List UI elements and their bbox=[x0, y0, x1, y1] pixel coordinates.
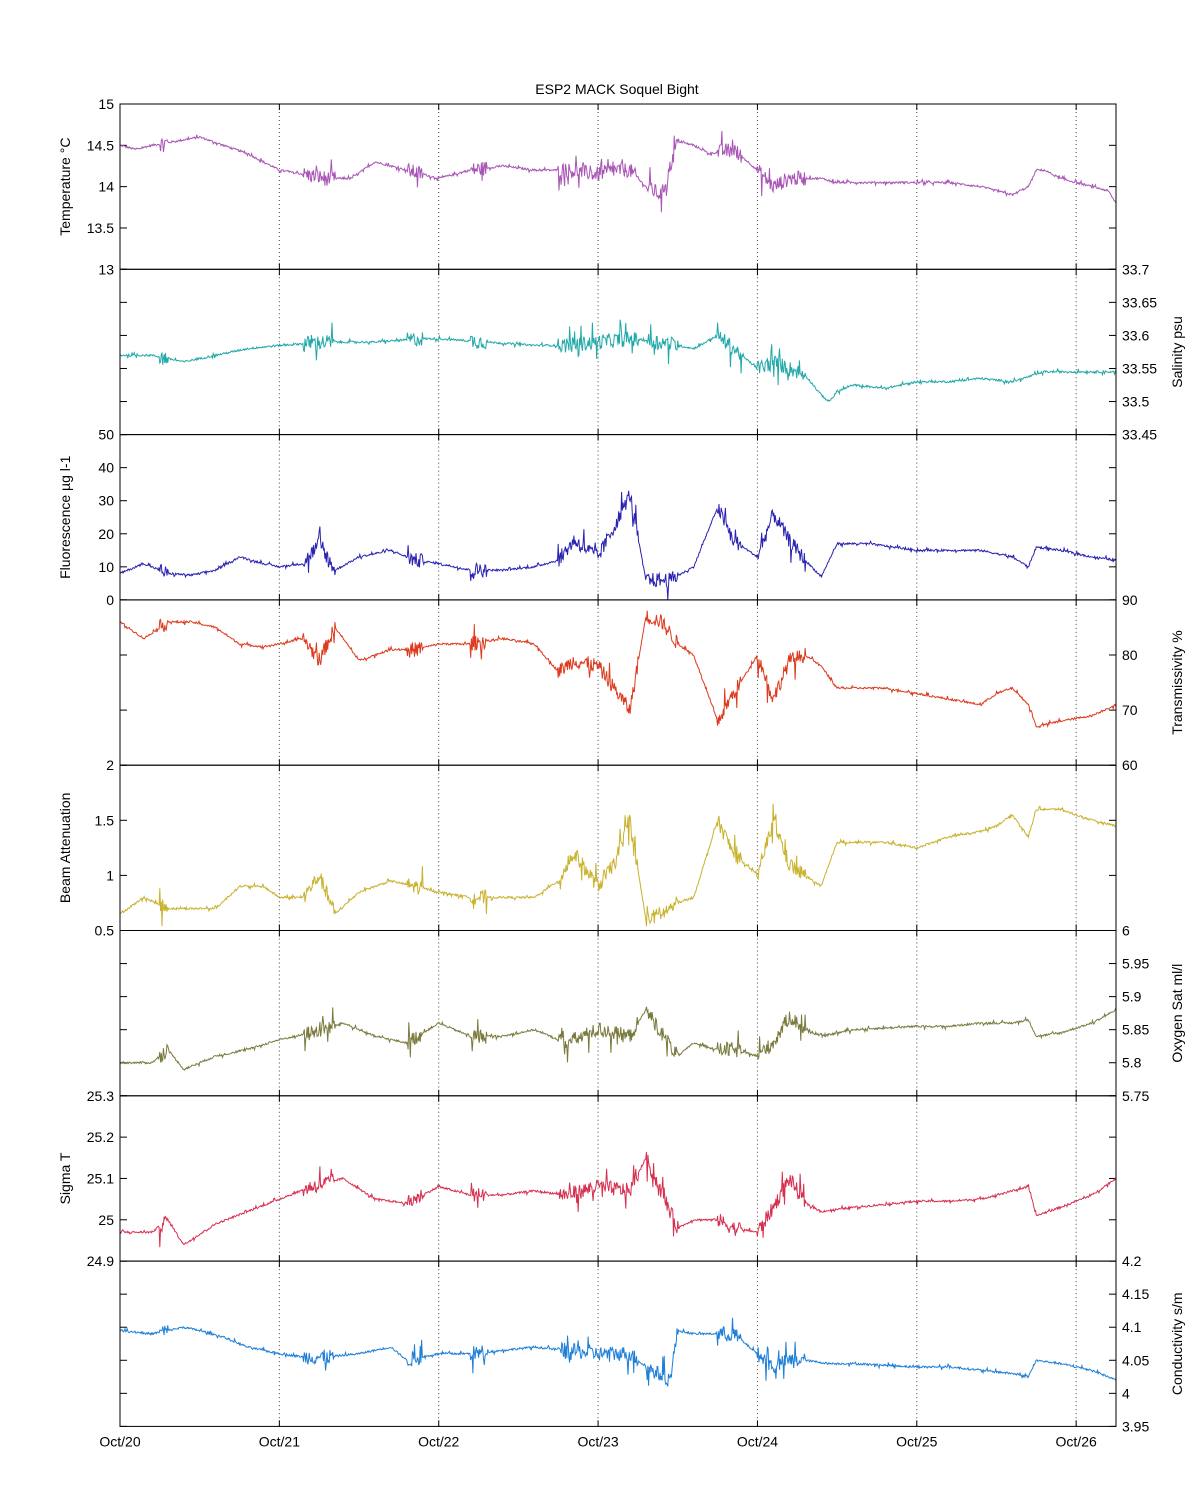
data-series-line bbox=[119, 319, 1117, 403]
x-tick-label: Oct/26 bbox=[1056, 1433, 1097, 1449]
y-tick-label: 33.7 bbox=[1122, 261, 1149, 277]
panel-2: 33.7 33.65 33.6 33.55 33.5 33.45 Salinity psu bbox=[119, 261, 1185, 443]
panel-frame bbox=[119, 599, 1117, 766]
data-series-line bbox=[119, 490, 1117, 600]
y-tick-label: 25 bbox=[98, 1212, 114, 1228]
data-series-line bbox=[119, 610, 1117, 729]
panel-4: 90 80 70 60 Transmissivity % bbox=[119, 592, 1185, 773]
y-tick-label: 6 bbox=[1122, 923, 1130, 939]
y-tick-label: 30 bbox=[98, 493, 114, 509]
y-tick-label: 5.75 bbox=[1122, 1088, 1149, 1104]
y-tick-label: 13.5 bbox=[87, 220, 114, 236]
panel-7: 25.3 25.2 25.1 25 24.9 Sigma T bbox=[57, 1088, 1117, 1269]
y-axis-label: Oxygen Sat ml/l bbox=[1169, 964, 1185, 1063]
y-tick-label: 33.5 bbox=[1122, 394, 1149, 410]
x-tick-label: Oct/25 bbox=[896, 1433, 937, 1449]
x-tick-label: Oct/23 bbox=[577, 1433, 618, 1449]
x-tick-label: Oct/24 bbox=[737, 1433, 778, 1449]
panel-3: 50 40 30 20 10 0 Fluorescence µg l-1 bbox=[57, 427, 1117, 608]
y-tick-label: 4.2 bbox=[1122, 1253, 1142, 1269]
data-series-line bbox=[119, 1317, 1117, 1387]
y-tick-label: 0 bbox=[106, 592, 114, 608]
y-tick-label: 2 bbox=[106, 757, 114, 773]
y-tick-label: 5.95 bbox=[1122, 956, 1149, 972]
x-tick-label: Oct/20 bbox=[99, 1433, 140, 1449]
x-tick-label: Oct/22 bbox=[418, 1433, 459, 1449]
panel-1: 15 14.5 14 13.5 13 Temperature °C bbox=[57, 96, 1117, 277]
y-tick-label: 10 bbox=[98, 559, 114, 575]
data-series-line bbox=[119, 1151, 1117, 1248]
y-tick-label: 40 bbox=[98, 460, 114, 476]
y-tick-label: 60 bbox=[1122, 757, 1138, 773]
panel-frame bbox=[119, 103, 1117, 270]
y-tick-label: 1 bbox=[106, 867, 114, 883]
panel-frame bbox=[119, 930, 1117, 1097]
y-tick-label: 80 bbox=[1122, 647, 1138, 663]
y-tick-label: 14.5 bbox=[87, 137, 114, 153]
y-tick-label: 4.05 bbox=[1122, 1352, 1149, 1368]
data-series-line bbox=[119, 130, 1117, 213]
panel-8: 4.2 4.15 4.1 4.05 4 3.95 Conductivity s/m bbox=[119, 1253, 1185, 1434]
y-tick-label: 25.1 bbox=[87, 1170, 114, 1186]
y-tick-label: 25.2 bbox=[87, 1129, 114, 1145]
y-tick-label: 5.9 bbox=[1122, 989, 1142, 1005]
y-tick-label: 33.6 bbox=[1122, 327, 1149, 343]
y-tick-label: 5.8 bbox=[1122, 1055, 1142, 1071]
panel-frame bbox=[119, 1260, 1117, 1427]
y-axis-label: Transmissivity % bbox=[1169, 630, 1185, 735]
panel-5: 2 1.5 1 0.5 Beam Attenuation bbox=[57, 757, 1117, 939]
y-axis-label: Salinity psu bbox=[1169, 316, 1185, 388]
y-tick-label: 5.85 bbox=[1122, 1022, 1149, 1038]
y-tick-label: 24.9 bbox=[87, 1253, 114, 1269]
y-axis-label: Beam Attenuation bbox=[57, 793, 73, 904]
y-axis-label: Fluorescence µg l-1 bbox=[57, 455, 73, 578]
y-tick-label: 33.55 bbox=[1122, 360, 1157, 376]
panel-6: 6 5.95 5.9 5.85 5.8 5.75 Oxygen Sat ml/l bbox=[119, 923, 1185, 1104]
data-series-line bbox=[119, 1006, 1117, 1071]
panel-frame bbox=[119, 1095, 1117, 1262]
y-tick-label: 33.45 bbox=[1122, 427, 1157, 443]
y-tick-label: 50 bbox=[98, 427, 114, 443]
chart-title: ESP2 MACK Soquel Bight bbox=[535, 81, 699, 97]
y-tick-label: 0.5 bbox=[95, 923, 115, 939]
y-tick-label: 3.95 bbox=[1122, 1418, 1149, 1434]
y-tick-label: 14 bbox=[98, 179, 114, 195]
y-tick-label: 70 bbox=[1122, 702, 1138, 718]
data-series-line bbox=[119, 803, 1117, 927]
y-tick-label: 4.15 bbox=[1122, 1286, 1149, 1302]
y-tick-label: 20 bbox=[98, 526, 114, 542]
y-tick-label: 25.3 bbox=[87, 1088, 114, 1104]
y-axis-label: Sigma T bbox=[57, 1152, 73, 1204]
y-tick-label: 4.1 bbox=[1122, 1319, 1142, 1335]
y-axis-label: Conductivity s/m bbox=[1169, 1292, 1185, 1395]
y-tick-label: 15 bbox=[98, 96, 114, 112]
y-tick-label: 4 bbox=[1122, 1385, 1130, 1401]
y-tick-label: 90 bbox=[1122, 592, 1138, 608]
y-tick-label: 13 bbox=[98, 261, 114, 277]
panel-frame bbox=[119, 268, 1117, 436]
y-tick-label: 33.65 bbox=[1122, 294, 1157, 310]
y-axis-label: Temperature °C bbox=[57, 138, 73, 236]
y-tick-label: 1.5 bbox=[95, 812, 115, 828]
x-tick-label: Oct/21 bbox=[259, 1433, 300, 1449]
